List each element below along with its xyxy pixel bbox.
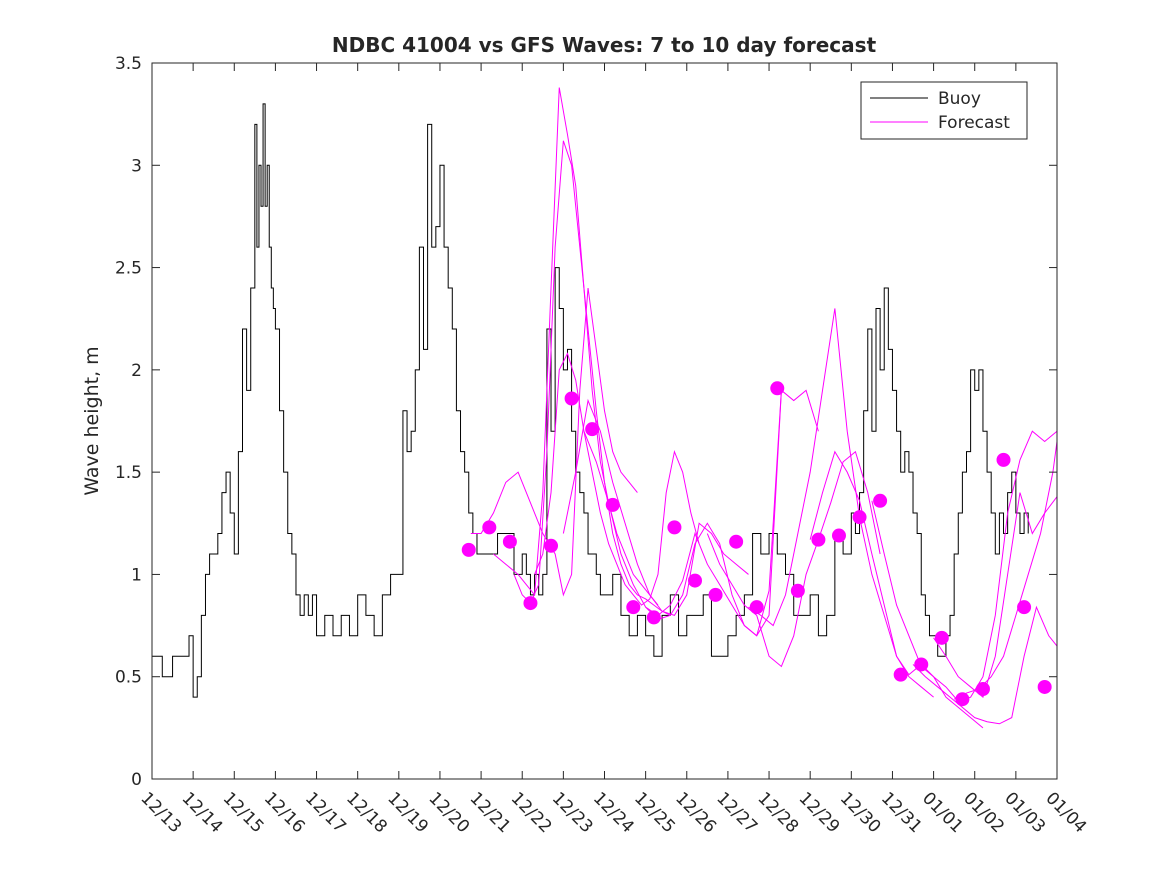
chart-title: NDBC 41004 vs GFS Waves: 7 to 10 day for… (332, 33, 877, 57)
legend-buoy-label: Buoy (938, 89, 981, 109)
y-tick-label: 1 (131, 565, 142, 585)
x-tick-label: 12/21 (466, 788, 515, 837)
x-tick-label: 12/29 (795, 788, 844, 837)
forecast-marker (544, 538, 559, 553)
plot-area (152, 63, 1057, 779)
forecast-marker (914, 657, 929, 672)
y-tick-label: 1.5 (115, 463, 142, 483)
y-tick-label: 2.5 (115, 259, 142, 279)
x-tick-label: 12/16 (260, 788, 309, 837)
forecast-marker (1017, 600, 1032, 615)
forecast-marker (667, 520, 682, 535)
forecast-line (953, 441, 1058, 700)
forecast-marker (790, 583, 805, 598)
legend: Buoy Forecast (860, 81, 1028, 140)
forecast-line (493, 87, 659, 606)
forecast-marker (831, 528, 846, 543)
x-tick-label: 12/27 (712, 788, 761, 837)
x-tick-label: 12/15 (219, 788, 268, 837)
forecast-line (645, 389, 819, 637)
x-tick-label: 01/01 (918, 788, 967, 837)
forecast-marker (975, 681, 990, 696)
buoy-line (152, 103, 1029, 698)
forecast-marker (708, 587, 723, 602)
y-axis-ticks: 0 0.5 1 1.5 2 2.5 3 3.5 (115, 54, 1057, 790)
forecast-marker (502, 534, 517, 549)
x-tick-label: 12/14 (178, 788, 227, 837)
x-tick-label: 01/04 (1041, 788, 1090, 837)
x-tick-label: 12/24 (589, 788, 638, 837)
forecast-line (470, 287, 638, 597)
x-tick-label: 12/18 (342, 788, 391, 837)
forecast-line (912, 605, 1058, 725)
forecast-marker (893, 667, 908, 682)
forecast-line (706, 450, 881, 668)
x-tick-label: 12/31 (877, 788, 926, 837)
forecast-marker (749, 600, 764, 615)
legend-forecast-label: Forecast (938, 113, 1010, 133)
forecast-marker (585, 422, 600, 437)
forecast-marker (646, 610, 661, 625)
forecast-line (562, 398, 749, 616)
y-tick-label: 3 (131, 156, 142, 176)
x-tick-label: 12/26 (671, 788, 720, 837)
forecast-marker (934, 630, 949, 645)
forecast-marker (605, 497, 620, 512)
x-tick-label: 12/19 (383, 788, 432, 837)
x-tick-label: 12/28 (754, 788, 803, 837)
forecast-markers (461, 381, 1052, 707)
forecast-marker (873, 493, 888, 508)
buoy-series (152, 103, 1029, 698)
forecast-marker (523, 596, 538, 611)
x-tick-label: 12/17 (301, 788, 350, 837)
legend-box (860, 81, 1028, 140)
forecast-marker (1037, 679, 1052, 694)
x-tick-label: 01/02 (959, 788, 1008, 837)
y-tick-label: 3.5 (115, 54, 142, 74)
x-tick-label: 12/30 (836, 788, 885, 837)
forecast-marker (564, 391, 579, 406)
forecast-line (933, 492, 1058, 699)
forecast-marker (955, 692, 970, 707)
x-tick-label: 12/13 (136, 788, 185, 837)
forecast-marker (626, 600, 641, 615)
forecast-line (748, 308, 934, 698)
x-tick-label: 12/23 (548, 788, 597, 837)
forecast-marker (461, 542, 476, 557)
forecast-marker (688, 573, 702, 588)
forecast-marker (482, 520, 497, 535)
x-tick-label: 12/20 (424, 788, 473, 837)
x-tick-label: 12/25 (630, 788, 679, 837)
x-tick-label: 12/22 (507, 788, 556, 837)
y-tick-label: 0.5 (115, 668, 142, 688)
forecast-marker (852, 510, 867, 525)
forecast-line (513, 140, 671, 616)
x-tick-label: 01/03 (1000, 788, 1049, 837)
forecast-marker (729, 534, 744, 549)
forecast-line (534, 352, 700, 606)
forecast-line (809, 450, 984, 729)
forecast-series (470, 87, 1058, 729)
forecast-marker (770, 381, 785, 396)
forecast-marker (811, 532, 826, 547)
y-tick-label: 2 (131, 361, 142, 381)
y-tick-label: 0 (131, 770, 142, 790)
forecast-marker (996, 452, 1011, 467)
y-axis-label: Wave height, m (81, 346, 103, 495)
